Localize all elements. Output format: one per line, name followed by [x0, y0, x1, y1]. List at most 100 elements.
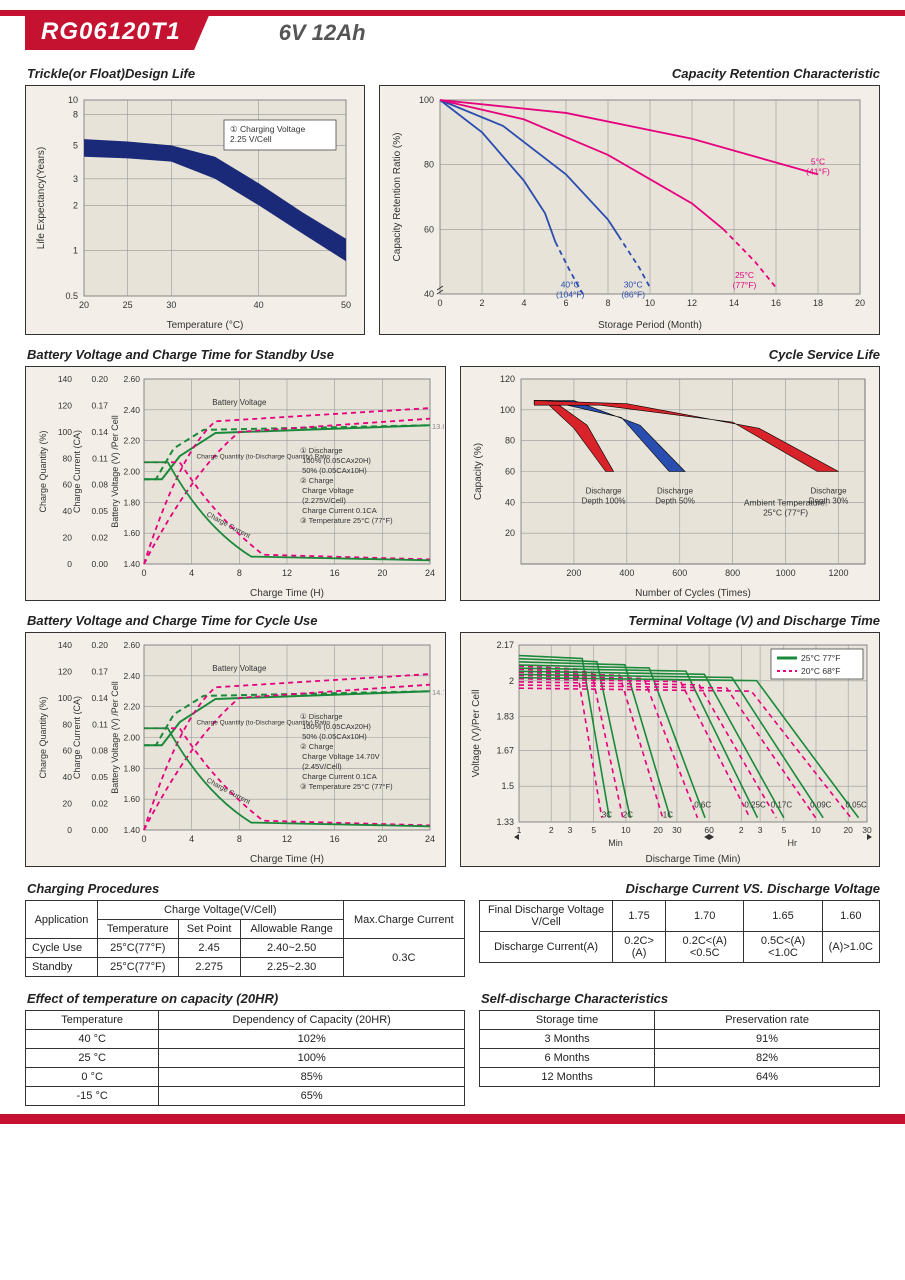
- chart6-title: Terminal Voltage (V) and Discharge Time: [462, 613, 881, 628]
- chart4-title: Cycle Service Life: [462, 347, 881, 362]
- svg-text:1.60: 1.60: [123, 528, 140, 538]
- svg-text:0.25C: 0.25C: [744, 800, 766, 809]
- svg-text:0.6C: 0.6C: [694, 800, 711, 809]
- svg-text:2.00: 2.00: [123, 467, 140, 477]
- table-row: Cycle Use 25°C(77°F) 2.45 2.40~2.50 0.3C: [26, 939, 465, 958]
- svg-text:2: 2: [479, 298, 484, 308]
- svg-text:14.70V: 14.70V: [432, 688, 444, 697]
- svg-text:Charge Current (CA): Charge Current (CA): [72, 696, 82, 779]
- svg-text:0.20: 0.20: [91, 640, 108, 650]
- table-row: 25 °C100%: [26, 1049, 465, 1068]
- svg-text:60: 60: [704, 825, 714, 835]
- chart5-panel: 048121620241.401.601.802.002.202.402.600…: [25, 632, 446, 867]
- svg-text:20: 20: [843, 825, 853, 835]
- table-row: 12 Months64%: [480, 1068, 880, 1087]
- svg-text:1.83: 1.83: [496, 712, 514, 722]
- svg-text:2.40: 2.40: [123, 405, 140, 415]
- svg-text:2.20: 2.20: [123, 436, 140, 446]
- svg-text:30: 30: [672, 825, 682, 835]
- svg-text:Battery Voltage (V) /Per Cell: Battery Voltage (V) /Per Cell: [110, 415, 120, 528]
- svg-text:0.11: 0.11: [92, 719, 108, 729]
- svg-text:10: 10: [621, 825, 631, 835]
- svg-text:Storage Period (Month): Storage Period (Month): [598, 320, 702, 331]
- svg-text:25°C(77°F): 25°C(77°F): [733, 270, 757, 290]
- svg-text:0.02: 0.02: [91, 533, 108, 543]
- svg-text:400: 400: [619, 568, 634, 578]
- svg-text:2.20: 2.20: [123, 702, 140, 712]
- svg-text:2C: 2C: [622, 810, 632, 819]
- svg-text:120: 120: [58, 666, 72, 676]
- cp-sh-temp: Temperature: [98, 920, 179, 939]
- svg-text:0: 0: [437, 298, 442, 308]
- temp-cap-title: Effect of temperature on capacity (20HR): [27, 991, 465, 1006]
- chart5-title: Battery Voltage and Charge Time for Cycl…: [27, 613, 446, 628]
- svg-text:30°C(86°F): 30°C(86°F): [621, 280, 645, 300]
- svg-text:3C: 3C: [601, 810, 611, 819]
- svg-text:0.08: 0.08: [91, 746, 108, 756]
- svg-text:2: 2: [738, 825, 743, 835]
- svg-text:0.09C: 0.09C: [810, 800, 832, 809]
- svg-text:80: 80: [63, 719, 73, 729]
- cp-sh-sp: Set Point: [178, 920, 240, 939]
- svg-text:16: 16: [330, 834, 340, 844]
- chart2-panel: 0246810121416182040608010040°C(104°F)30°…: [379, 85, 880, 335]
- svg-text:20: 20: [653, 825, 663, 835]
- svg-text:2.00: 2.00: [123, 733, 140, 743]
- svg-text:0.05: 0.05: [91, 772, 108, 782]
- svg-text:3: 3: [567, 825, 572, 835]
- table-row: 0 °C85%: [26, 1068, 465, 1087]
- svg-text:Battery Voltage (V) /Per Cell: Battery Voltage (V) /Per Cell: [110, 681, 120, 794]
- svg-text:Charge Quantity (%): Charge Quantity (%): [38, 430, 48, 512]
- cp-h-max: Max.Charge Current: [343, 901, 464, 939]
- dvd-table: Final Discharge Voltage V/Cell 1.75 1.70…: [479, 900, 880, 963]
- svg-text:0: 0: [141, 568, 146, 578]
- svg-text:20: 20: [377, 834, 387, 844]
- svg-text:40: 40: [504, 497, 514, 507]
- dvd-title: Discharge Current VS. Discharge Voltage: [481, 881, 880, 896]
- table-row: 6 Months82%: [480, 1049, 880, 1068]
- svg-text:25°C 77°F: 25°C 77°F: [801, 653, 840, 663]
- svg-text:20: 20: [79, 300, 89, 310]
- svg-text:140: 140: [58, 374, 72, 384]
- svg-text:1.67: 1.67: [496, 745, 514, 755]
- svg-text:10: 10: [68, 95, 78, 105]
- svg-text:2.60: 2.60: [123, 374, 140, 384]
- svg-text:8: 8: [73, 110, 78, 120]
- chart1-title: Trickle(or Float)Design Life: [27, 66, 365, 81]
- svg-text:2: 2: [508, 676, 513, 686]
- svg-text:Number of Cycles (Times): Number of Cycles (Times): [635, 588, 751, 599]
- svg-text:Charge Time (H): Charge Time (H): [250, 854, 324, 865]
- svg-text:16: 16: [330, 568, 340, 578]
- svg-text:3: 3: [73, 174, 78, 184]
- svg-text:0.20: 0.20: [91, 374, 108, 384]
- svg-text:0.11: 0.11: [92, 453, 108, 463]
- svg-text:18: 18: [813, 298, 823, 308]
- svg-text:12: 12: [282, 568, 292, 578]
- chart3-title: Battery Voltage and Charge Time for Stan…: [27, 347, 446, 362]
- self-dis-table: Storage timePreservation rate 3 Months91…: [479, 1010, 880, 1087]
- svg-text:24: 24: [425, 834, 435, 844]
- svg-text:10: 10: [811, 825, 821, 835]
- svg-text:2.40: 2.40: [123, 671, 140, 681]
- svg-text:40: 40: [254, 300, 264, 310]
- svg-text:1200: 1200: [828, 568, 848, 578]
- svg-text:0.08: 0.08: [91, 480, 108, 490]
- svg-text:0.17: 0.17: [91, 666, 108, 676]
- svg-text:20: 20: [504, 528, 514, 538]
- svg-text:1.60: 1.60: [123, 794, 140, 804]
- svg-text:1000: 1000: [775, 568, 795, 578]
- svg-text:100: 100: [419, 95, 434, 105]
- svg-text:0: 0: [67, 559, 72, 569]
- svg-text:80: 80: [424, 160, 434, 170]
- svg-text:40: 40: [63, 772, 73, 782]
- svg-text:8: 8: [237, 834, 242, 844]
- svg-text:1.40: 1.40: [123, 559, 140, 569]
- svg-text:8: 8: [605, 298, 610, 308]
- cp-h-cv: Charge Voltage(V/Cell): [98, 901, 344, 920]
- svg-text:0.00: 0.00: [91, 559, 108, 569]
- svg-text:140: 140: [58, 640, 72, 650]
- svg-text:0.05: 0.05: [91, 506, 108, 516]
- svg-text:1.80: 1.80: [123, 763, 140, 773]
- svg-text:20: 20: [63, 533, 73, 543]
- svg-text:120: 120: [58, 400, 72, 410]
